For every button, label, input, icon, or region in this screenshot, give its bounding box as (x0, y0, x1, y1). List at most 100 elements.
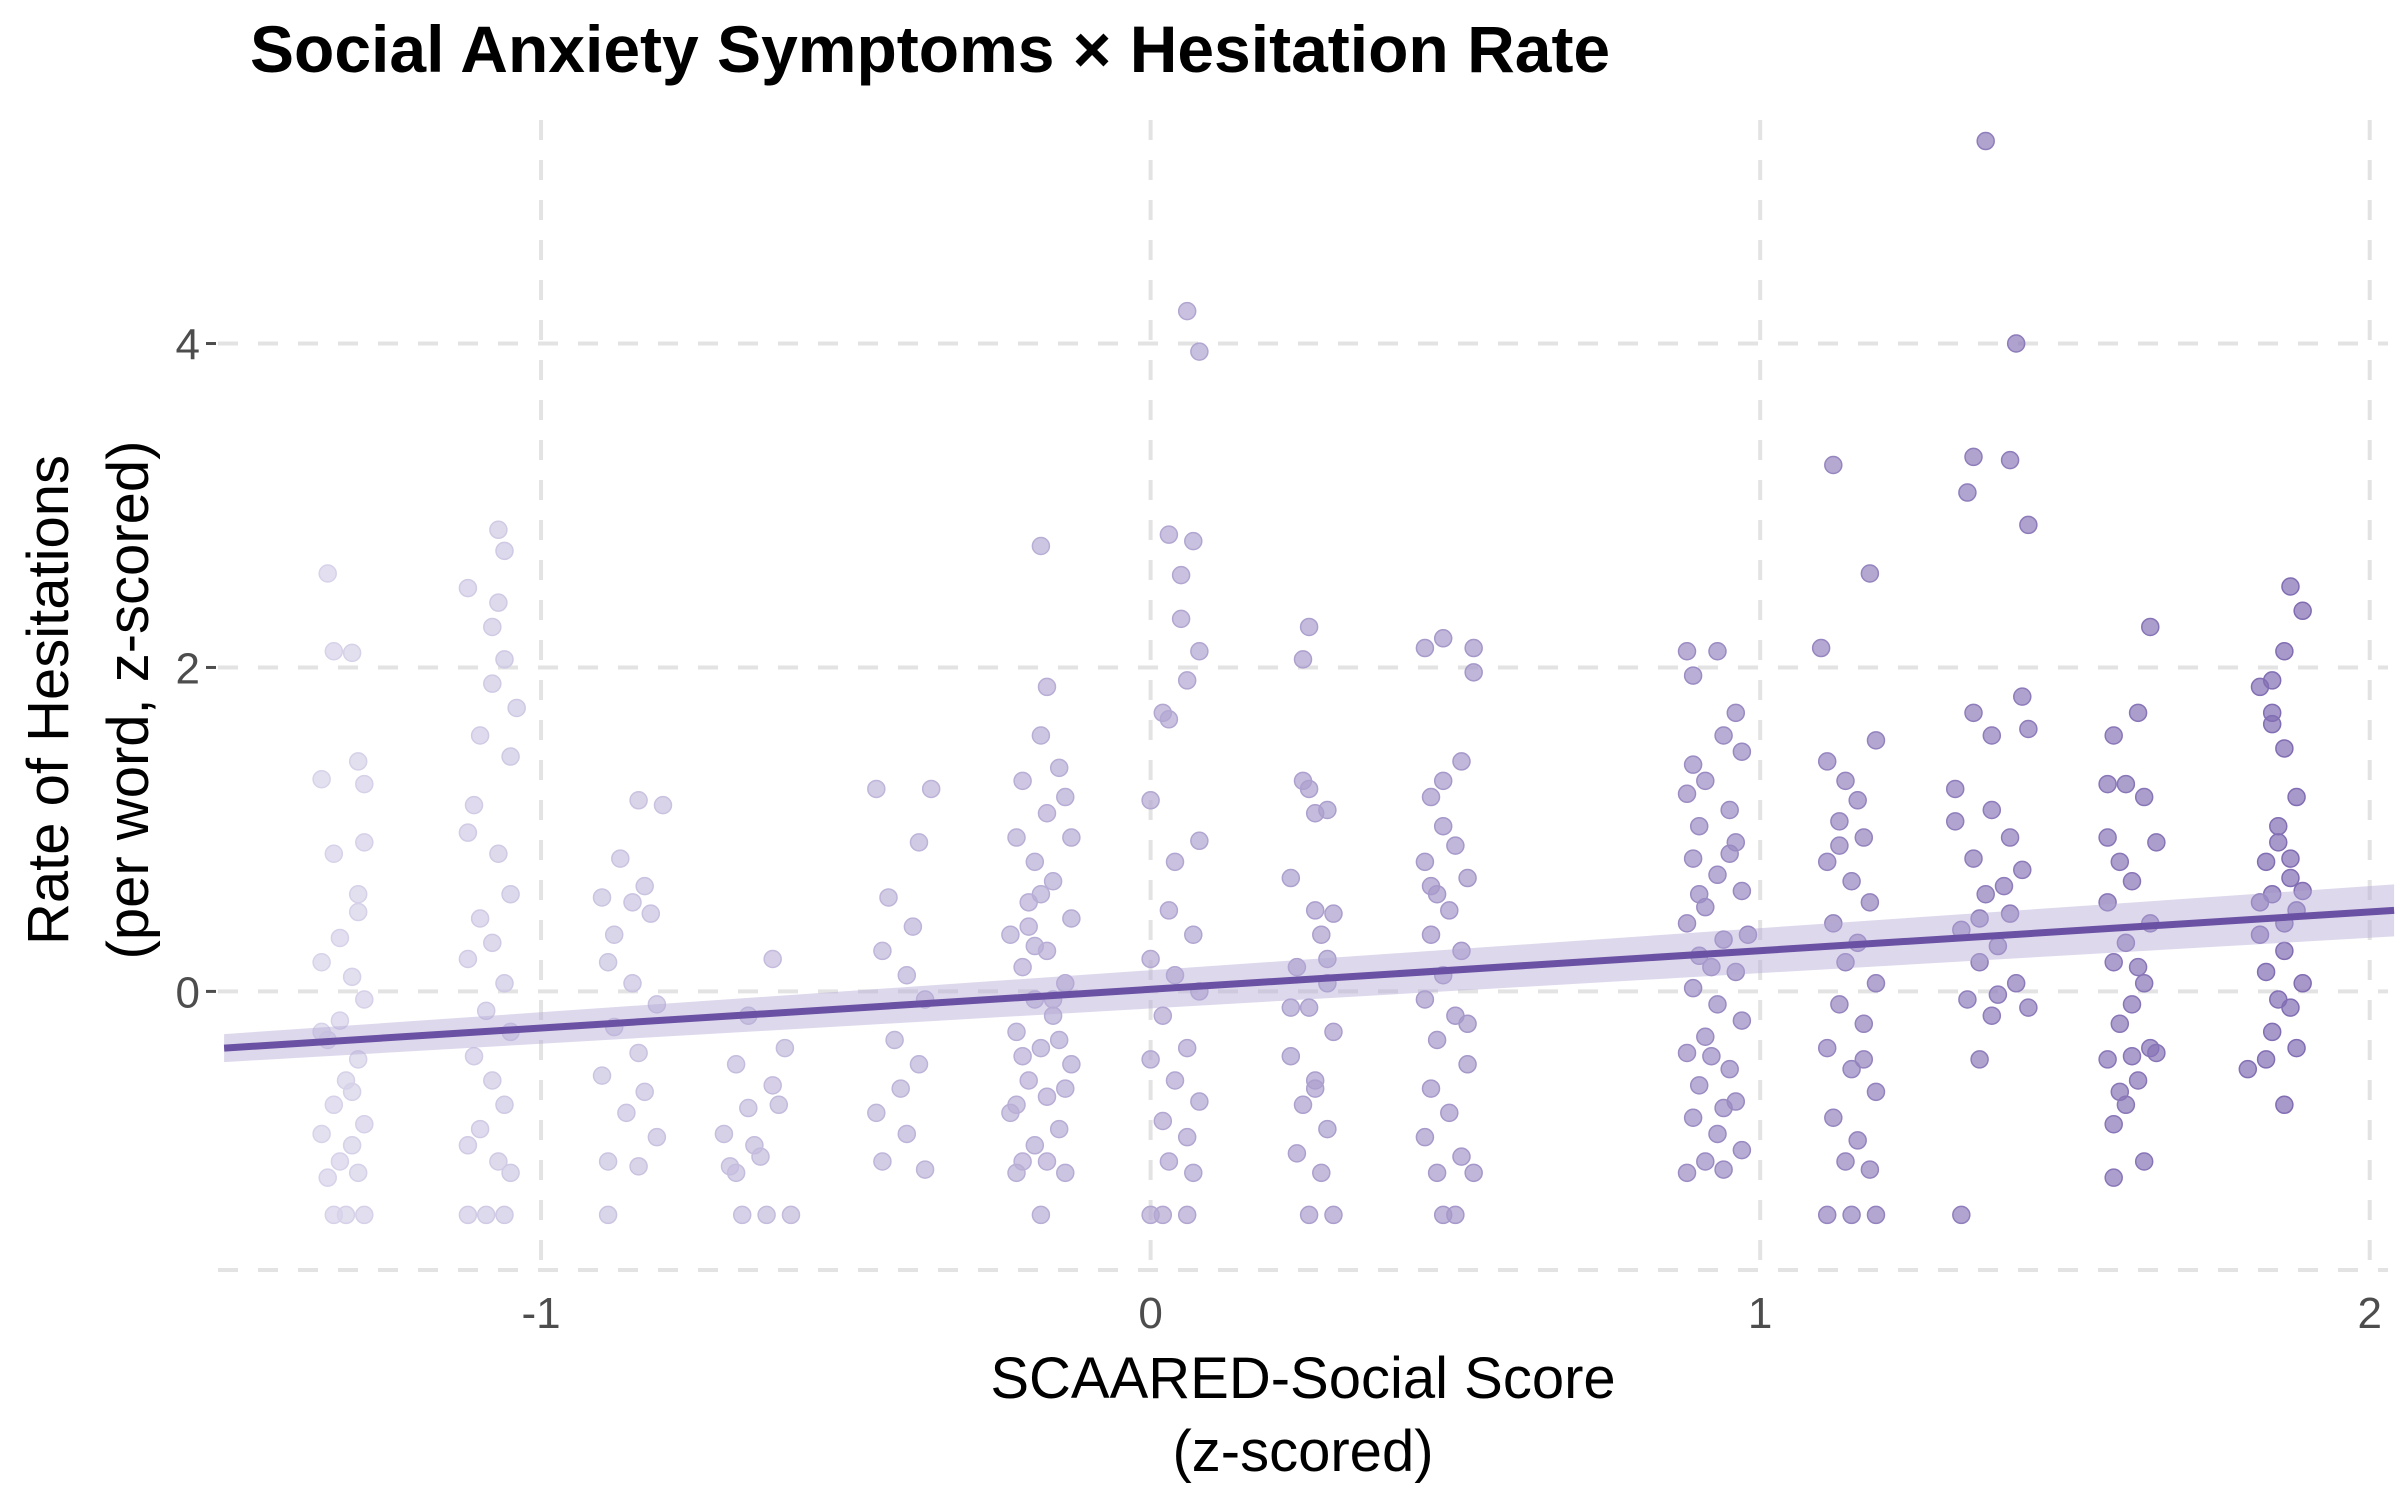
data-point (635, 1082, 654, 1102)
data-point (1190, 642, 1209, 661)
data-point (1305, 901, 1325, 920)
data-point (2269, 833, 2288, 852)
data-point (342, 1082, 362, 1102)
data-point (1031, 726, 1051, 745)
data-point (1854, 1014, 1874, 1034)
data-point (1696, 1152, 1715, 1171)
data-point (1184, 1163, 1203, 1183)
data-point (1177, 1205, 1197, 1225)
data-point (2262, 671, 2282, 690)
data-point (1165, 852, 1185, 872)
data-point (2256, 1050, 2276, 1069)
data-point (1836, 1152, 1855, 1171)
data-point (1153, 1111, 1173, 1131)
data-point (1427, 1030, 1447, 1050)
data-point (1720, 844, 1739, 863)
data-point (623, 974, 642, 993)
data-point (1159, 710, 1179, 729)
y-tick-label: 4 (176, 321, 200, 370)
data-point (495, 1205, 514, 1225)
data-point (592, 1066, 612, 1085)
data-point (1866, 974, 1886, 993)
data-point (348, 1050, 368, 1069)
data-point (879, 888, 898, 907)
data-point (1190, 831, 1209, 851)
x-tick-label: -1 (521, 1289, 560, 1338)
data-point (647, 1127, 667, 1147)
data-point (1177, 671, 1197, 690)
data-point (312, 1124, 331, 1144)
data-point (1421, 925, 1441, 944)
data-point (1049, 1119, 1069, 1139)
data-point (1860, 564, 1880, 583)
data-point (2269, 816, 2288, 836)
data-point (1031, 1205, 1051, 1225)
data-point (1988, 985, 2008, 1004)
data-point (2122, 995, 2142, 1014)
data-point (2262, 703, 2282, 723)
data-point (501, 1163, 520, 1183)
data-point (1159, 1152, 1179, 1171)
data-point (1817, 1038, 1837, 1058)
data-point (1860, 893, 1880, 912)
data-point (342, 1136, 362, 1155)
data-point (1964, 849, 1983, 868)
data-point (1458, 868, 1477, 888)
data-point (1842, 872, 1861, 891)
data-point (629, 1157, 648, 1176)
data-point (623, 893, 642, 912)
data-point (757, 1205, 776, 1225)
data-point (464, 1046, 484, 1066)
data-point (1165, 1071, 1185, 1090)
data-point (1689, 884, 1709, 904)
data-point (1994, 876, 2014, 896)
data-point (2000, 450, 2020, 470)
data-point (2287, 787, 2306, 807)
data-point (348, 902, 368, 922)
data-point (592, 888, 612, 907)
data-point (1415, 638, 1435, 658)
data-point (1056, 787, 1075, 807)
data-point (1421, 1079, 1441, 1098)
data-point (2293, 974, 2312, 993)
data-point (1836, 953, 1855, 972)
data-point (1299, 617, 1319, 637)
data-point (629, 1043, 648, 1063)
data-point (348, 884, 368, 904)
data-point (2275, 642, 2294, 661)
data-point (1824, 914, 1843, 933)
data-point (1689, 816, 1709, 836)
data-point (1312, 1163, 1331, 1183)
data-point (1683, 1108, 1703, 1127)
data-point (1732, 881, 1752, 901)
data-point (1830, 812, 1849, 831)
data-point (2128, 957, 2148, 977)
data-point (1062, 909, 1081, 928)
data-point (1952, 1205, 1971, 1225)
data-point (1689, 1076, 1709, 1095)
data-point (495, 650, 514, 669)
confidence-band (224, 884, 2395, 1063)
data-point (1677, 784, 1697, 804)
data-point (921, 779, 941, 799)
data-point (470, 726, 490, 745)
data-point (1848, 1131, 1867, 1150)
data-point (732, 1205, 752, 1225)
data-point (1153, 1205, 1173, 1225)
data-point (1860, 1160, 1880, 1179)
data-point (1025, 852, 1045, 872)
data-point (1817, 1205, 1837, 1225)
data-point (1976, 131, 1995, 151)
x-tick-label: 0 (1138, 1289, 1162, 1338)
data-point (2000, 828, 2020, 847)
data-point (1842, 1059, 1861, 1079)
data-point (2238, 1059, 2258, 1079)
data-point (2122, 872, 2142, 891)
data-point (1007, 1163, 1026, 1183)
data-point (1177, 1127, 1197, 1147)
data-point (2147, 1043, 2166, 1063)
data-point (1970, 953, 1989, 972)
data-point (318, 1168, 337, 1187)
data-point (1964, 703, 1983, 723)
data-point (1421, 787, 1441, 807)
